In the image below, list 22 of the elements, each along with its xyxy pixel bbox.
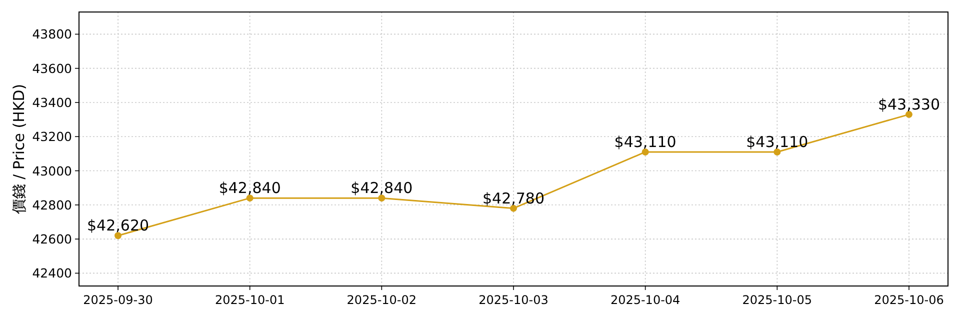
xtick: 2025-10-02 xyxy=(346,293,417,307)
data-label: $42,620 xyxy=(87,216,150,235)
data-label: $42,840 xyxy=(218,179,281,198)
xtick: 2025-10-03 xyxy=(478,293,548,307)
data-label: $43,110 xyxy=(614,133,676,151)
ylabel: 價錢 / Price (HKD) xyxy=(10,84,28,214)
xtick: 2025-10-06 xyxy=(874,293,944,307)
data-label: $43,330 xyxy=(878,95,940,114)
ytick: 43800 xyxy=(32,26,72,42)
ytick: 42800 xyxy=(32,197,72,212)
xtick: 2025-10-05 xyxy=(742,293,812,307)
data-label: $42,840 xyxy=(350,179,413,198)
xtick: 2025-10-04 xyxy=(610,293,680,307)
ytick: 43400 xyxy=(32,94,72,110)
data-label: $43,110 xyxy=(746,133,808,151)
ytick: 43200 xyxy=(32,129,72,144)
ytick: 43000 xyxy=(32,163,72,178)
xtick: 2025-10-01 xyxy=(214,293,285,307)
ytick: 42400 xyxy=(32,266,72,281)
xtick: 2025-09-30 xyxy=(83,293,153,307)
ytick: 43600 xyxy=(32,60,72,76)
ytick: 42600 xyxy=(32,232,72,247)
